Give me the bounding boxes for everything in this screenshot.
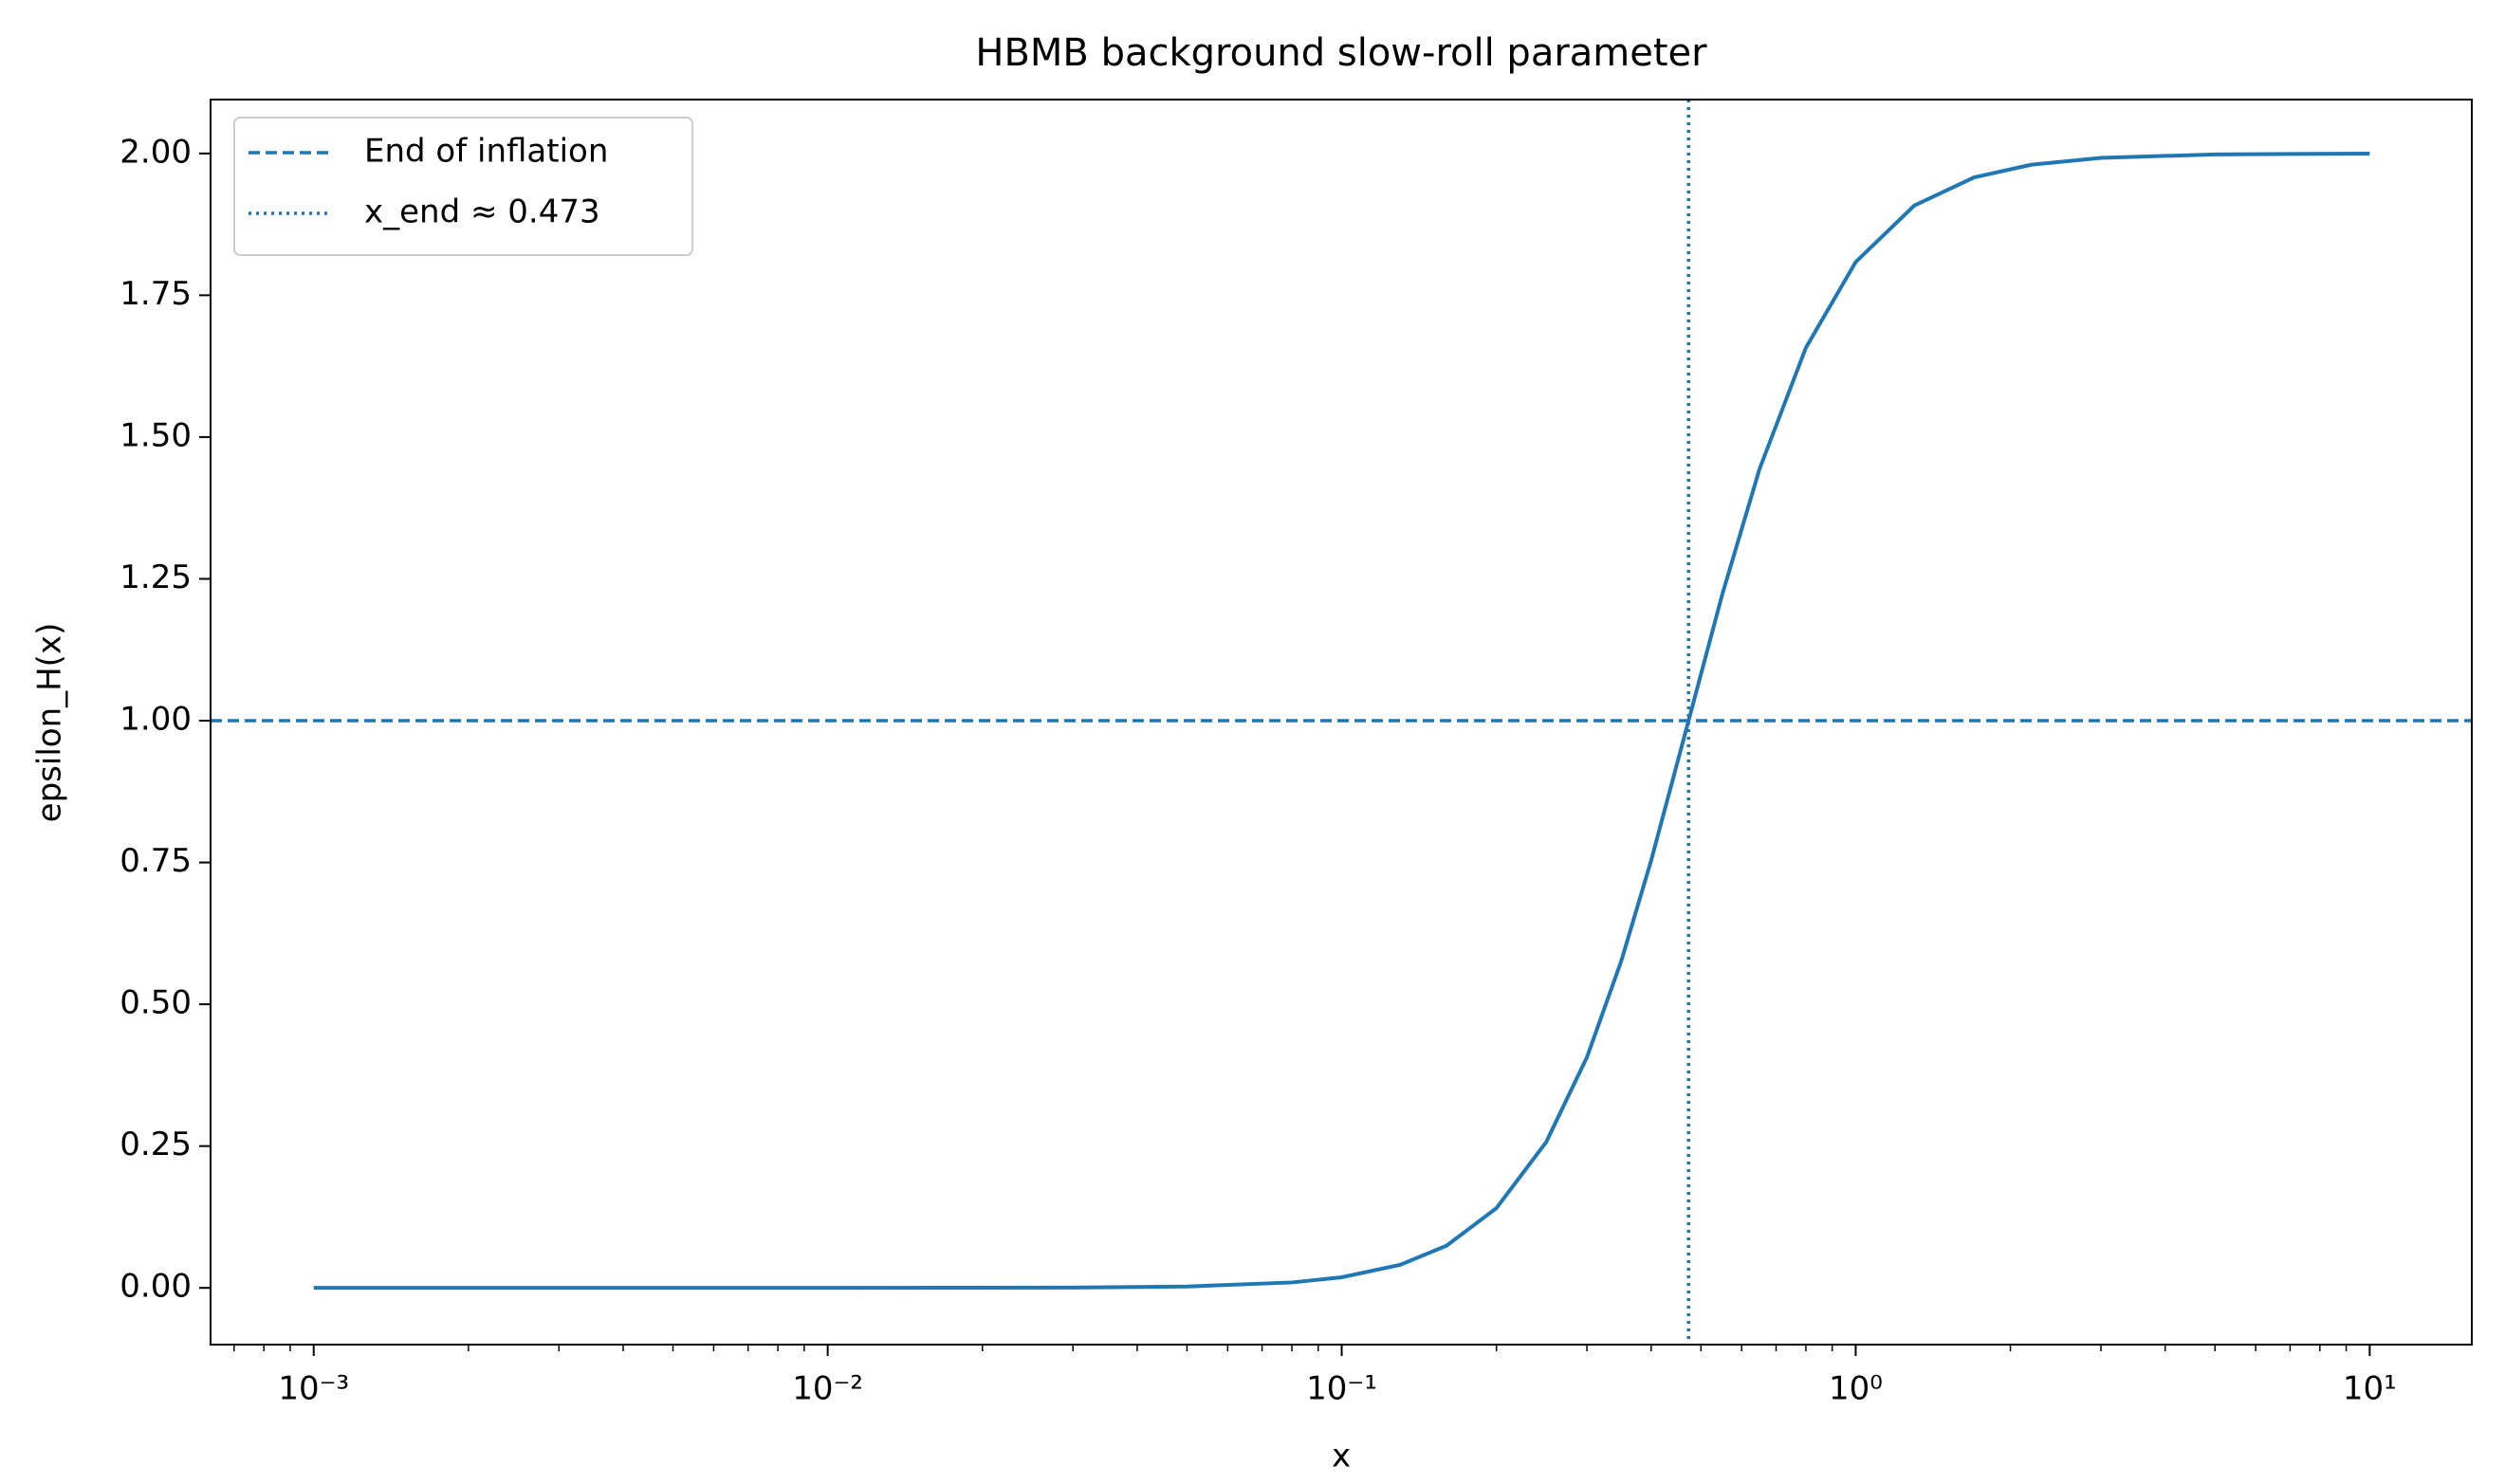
legend-label: x_end ≈ 0.473 <box>364 193 600 231</box>
y-tick-label: 1.25 <box>120 559 192 596</box>
y-axis-label: epsilon_H(x) <box>31 623 69 823</box>
y-tick-label: 0.25 <box>120 1126 192 1163</box>
x-axis-label: x <box>1332 1438 1351 1475</box>
y-tick-label: 1.00 <box>120 701 192 739</box>
legend-box <box>233 117 693 256</box>
plot-frame <box>210 99 2473 1346</box>
x-tick-label: 10⁻³ <box>278 1370 349 1408</box>
legend-label: End of inflation <box>364 133 608 171</box>
chart-title: HBMB background slow-roll parameter <box>975 31 1707 75</box>
line-series <box>313 151 2370 1291</box>
x-tick-label: 10¹ <box>2343 1370 2397 1408</box>
y-tick-label: 0.00 <box>120 1268 192 1306</box>
x-tick-label: 10⁻¹ <box>1306 1370 1377 1408</box>
y-tick-label: 2.00 <box>120 133 192 171</box>
y-tick-label: 0.50 <box>120 984 192 1022</box>
x-tick-label: 10⁻² <box>792 1370 863 1408</box>
y-tick-label: 1.50 <box>120 416 192 454</box>
y-tick-label: 1.75 <box>120 275 192 313</box>
y-tick-label: 0.75 <box>120 842 192 880</box>
x-tick-label: 10⁰ <box>1829 1370 1883 1408</box>
